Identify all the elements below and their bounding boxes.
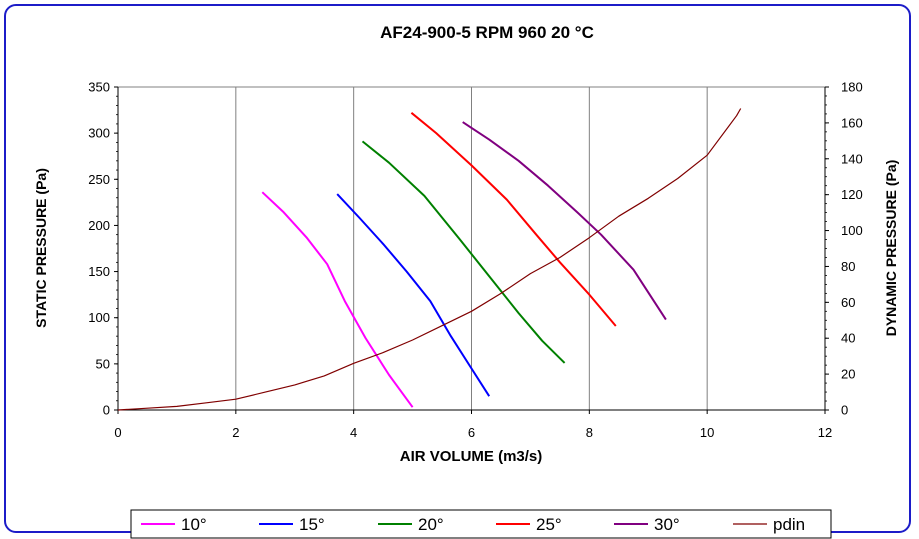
legend-label: 20° [418, 515, 444, 534]
legend-label: 30° [654, 515, 680, 534]
legend-label: 10° [181, 515, 207, 534]
y2-tick-label: 80 [841, 259, 855, 274]
legend: 10° 15° 20° 25° 30° pdin [130, 509, 832, 539]
x-tick-label: 4 [350, 425, 357, 440]
y-tick-label: 150 [88, 264, 110, 279]
legend-label: 25° [536, 515, 562, 534]
legend-label: 15° [299, 515, 325, 534]
x-tick-label: 12 [818, 425, 832, 440]
legend-box [130, 509, 832, 539]
y2-tick-label: 20 [841, 367, 855, 382]
y2-tick-label: 60 [841, 295, 855, 310]
x-tick-label: 2 [232, 425, 239, 440]
y-tick-label: 100 [88, 310, 110, 325]
y2-tick-label: 40 [841, 331, 855, 346]
y-tick-label: 350 [88, 80, 110, 95]
y-tick-label: 250 [88, 172, 110, 187]
legend-label: pdin [773, 515, 805, 534]
series-line-15 [336, 193, 491, 397]
y2-tick-label: 140 [841, 151, 863, 166]
series-line-20 [361, 140, 566, 364]
x-tick-label: 10 [700, 425, 714, 440]
x-axis-label: AIR VOLUME (m3/s) [400, 448, 543, 465]
chart-title: AF24-900-5 RPM 960 20 °C [380, 23, 594, 42]
x-tick-label: 0 [114, 425, 121, 440]
y2-tick-label: 160 [841, 115, 863, 130]
series-line-10 [261, 191, 414, 408]
y2-tick-label: 180 [841, 80, 863, 95]
y2-tick-label: 120 [841, 187, 863, 202]
chart-frame [4, 4, 911, 533]
y2-axis-label: DYNAMIC PRESSURE (Pa) [883, 160, 899, 337]
y-axis-label: STATIC PRESSURE (Pa) [33, 168, 49, 328]
y-tick-label: 50 [96, 356, 110, 371]
series-line-pdin [117, 108, 742, 411]
x-tick-label: 8 [586, 425, 593, 440]
y-tick-label: 300 [88, 126, 110, 141]
x-tick-label: 6 [468, 425, 475, 440]
series-line-25 [410, 112, 617, 327]
y2-tick-label: 0 [841, 403, 848, 418]
y-tick-label: 200 [88, 218, 110, 233]
y2-tick-label: 100 [841, 223, 863, 238]
series-line-30 [462, 121, 667, 321]
y-tick-label: 0 [103, 403, 110, 418]
